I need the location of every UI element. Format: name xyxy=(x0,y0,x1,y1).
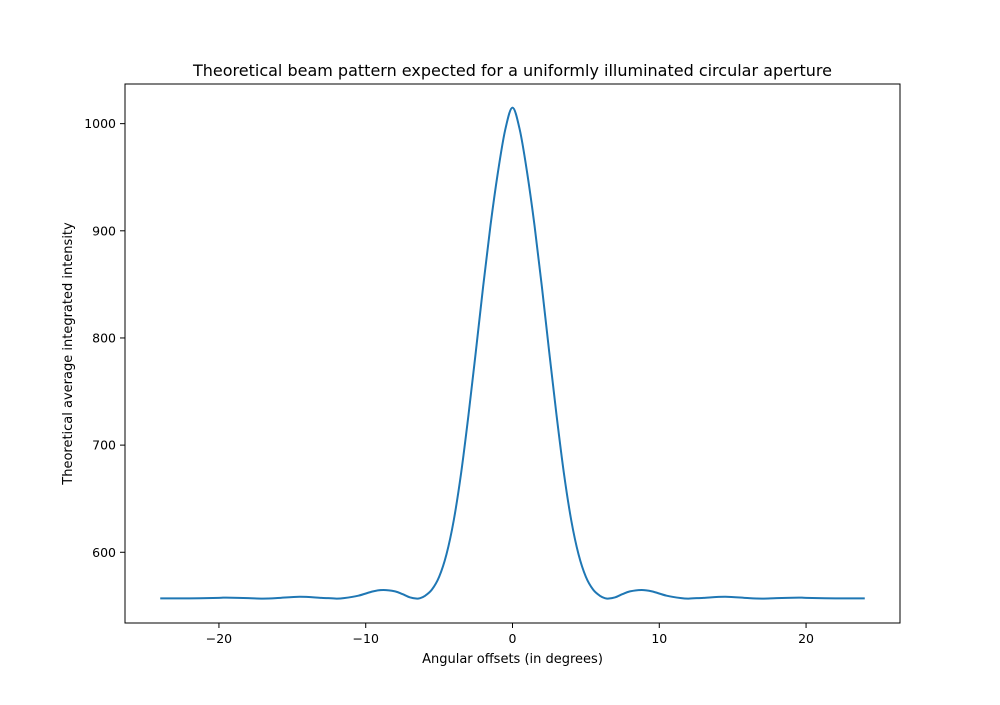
axes-frame xyxy=(124,83,901,624)
x-tick-label: −20 xyxy=(206,631,232,646)
x-tick-label: 20 xyxy=(798,631,814,646)
series-line xyxy=(160,106,865,600)
y-tick-label: 900 xyxy=(92,223,116,238)
y-tick-label: 800 xyxy=(92,330,116,345)
y-tick-label: 700 xyxy=(92,438,116,453)
y-axis-label: Theoretical average integrated intensity xyxy=(61,222,76,486)
x-tick-label: −10 xyxy=(353,631,379,646)
x-tick-label: 0 xyxy=(509,631,517,646)
x-axis-label: Angular offsets (in degrees) xyxy=(422,652,603,667)
x-axis-ticks: −20 −10 0 10 20 xyxy=(206,623,814,646)
chart-title: Theoretical beam pattern expected for a … xyxy=(192,61,832,80)
y-axis-ticks: 600 700 800 900 1000 xyxy=(84,116,125,560)
y-tick-label: 600 xyxy=(92,545,116,560)
plot-area xyxy=(160,106,865,600)
y-tick-label: 1000 xyxy=(84,116,116,131)
x-tick-label: 10 xyxy=(651,631,667,646)
